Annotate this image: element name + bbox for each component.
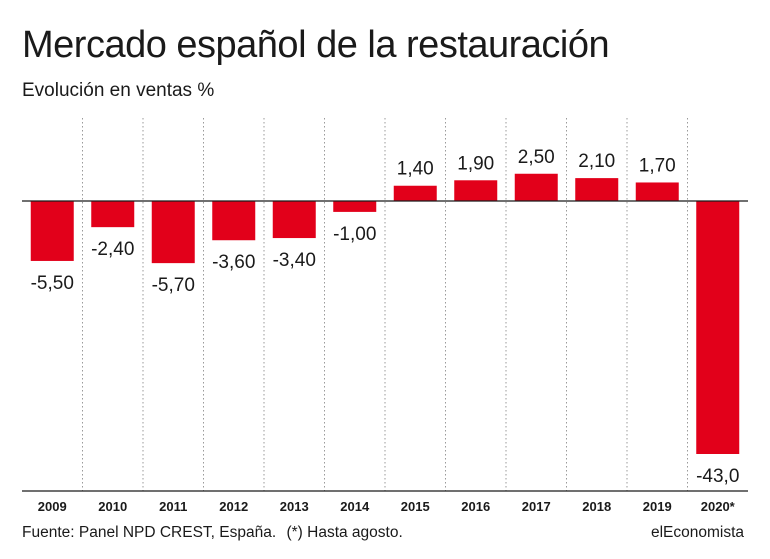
x-tick-label-2012: 2012: [219, 499, 248, 514]
source-footer: Fuente: Panel NPD CREST, España. (*) Has…: [22, 524, 403, 542]
source-text: Fuente: Panel NPD CREST, España.: [22, 524, 277, 541]
data-label-2013: -3,40: [273, 250, 316, 271]
bar-2017: [514, 173, 558, 201]
bar-2009: [30, 201, 74, 261]
x-tick-label-2017: 2017: [522, 499, 551, 514]
x-tick-label-2011: 2011: [159, 499, 187, 514]
bar-2010: [91, 201, 135, 228]
bar-2011: [151, 201, 195, 264]
x-tick-label-2009: 2009: [38, 499, 67, 514]
chart-title: Mercado español de la restauración: [22, 24, 610, 66]
x-tick-label-2010: 2010: [98, 499, 127, 514]
data-label-2016: 1,90: [457, 153, 494, 174]
data-label-2020*: -43,0: [696, 466, 739, 487]
x-tick-label-2019: 2019: [643, 499, 672, 514]
data-label-2010: -2,40: [91, 239, 134, 260]
data-label-2009: -5,50: [31, 273, 74, 294]
footnote-text: (*) Hasta agosto.: [286, 524, 403, 541]
brand-logo-text: elEconomista: [650, 524, 744, 541]
x-tick-label-2013: 2013: [280, 499, 309, 514]
bar-2020*: [696, 201, 740, 454]
bar-2019: [635, 182, 679, 201]
data-label-2017: 2,50: [518, 147, 555, 168]
bar-2013: [272, 201, 316, 239]
bar-2012: [212, 201, 256, 241]
data-label-2014: -1,00: [333, 224, 376, 245]
data-label-2015: 1,40: [397, 159, 434, 180]
data-label-2012: -3,60: [212, 252, 255, 273]
x-tick-label-2018: 2018: [582, 499, 611, 514]
x-tick-label-2015: 2015: [401, 499, 430, 514]
bar-2018: [575, 178, 619, 201]
x-tick-label-2016: 2016: [461, 499, 490, 514]
bar-2016: [454, 180, 498, 201]
data-label-2019: 1,70: [639, 155, 676, 176]
data-label-2018: 2,10: [578, 151, 615, 172]
bar-2014: [333, 201, 377, 212]
x-tick-label-2020*: 2020*: [701, 499, 736, 514]
bar-2015: [393, 185, 437, 201]
x-tick-label-2014: 2014: [340, 499, 370, 514]
chart-subtitle: Evolución en ventas %: [22, 80, 215, 101]
data-label-2011: -5,70: [152, 275, 195, 296]
